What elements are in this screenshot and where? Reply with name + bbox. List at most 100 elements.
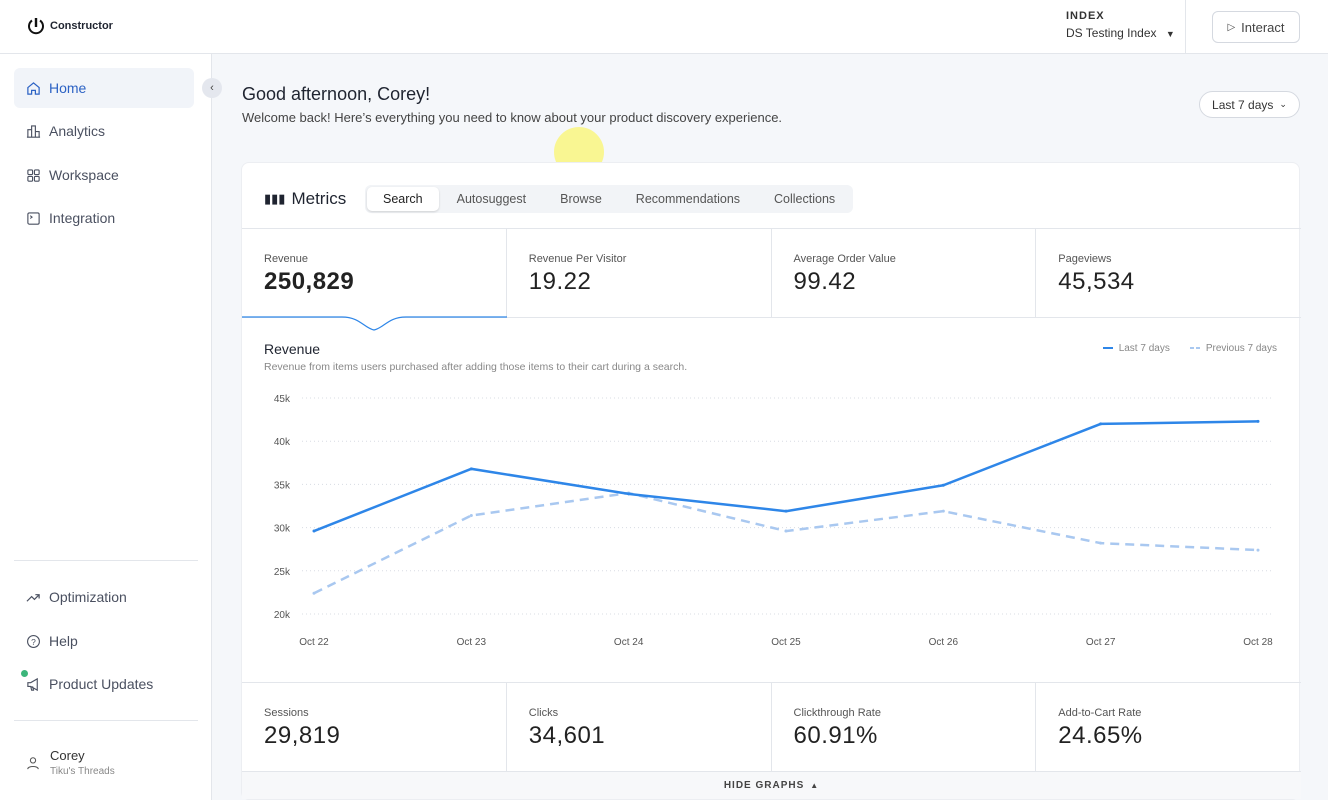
kpi-clicks[interactable]: Clicks 34,601 [507, 683, 772, 772]
sidebar-item-label: Workspace [49, 167, 119, 183]
metrics-title: Metrics [291, 189, 347, 208]
kpi-revenue[interactable]: Revenue 250,829 [242, 229, 507, 317]
kpi-value: 45,534 [1058, 268, 1135, 295]
sidebar: Home Analytics Workspace Integration Opt… [0, 54, 212, 800]
kpi-value: 24.65% [1058, 722, 1143, 749]
index-label: INDEX [1066, 10, 1105, 22]
sidebar-item-home[interactable]: Home [14, 68, 194, 108]
series-line-previous [313, 491, 1259, 595]
data-point[interactable] [941, 483, 945, 487]
kpi-pageviews[interactable]: Pageviews 45,534 [1036, 229, 1301, 317]
user-icon [27, 756, 39, 769]
divider [14, 720, 198, 721]
sidebar-item-optimization[interactable]: Optimization [14, 577, 194, 617]
y-tick-label: 40k [274, 437, 291, 448]
legend-item-previous[interactable]: Previous 7 days [1189, 343, 1277, 354]
date-range-value: Last 7 days [1212, 97, 1274, 112]
date-range-dropdown[interactable]: Last 7 days ⌄ [1199, 91, 1300, 118]
data-point[interactable] [1256, 548, 1260, 552]
data-point[interactable] [784, 529, 788, 533]
page-subtitle: Welcome back! Here’s everything you need… [242, 110, 783, 125]
sidebar-item-label: Product Updates [49, 676, 154, 692]
caret-up-icon: ▲ [810, 781, 820, 790]
index-value: DS Testing Index [1066, 26, 1157, 40]
power-logo-icon [28, 18, 44, 35]
interact-button[interactable]: ▷ Interact [1212, 11, 1300, 43]
y-tick-label: 25k [274, 567, 291, 578]
data-point[interactable] [312, 591, 316, 595]
sidebar-item-analytics[interactable]: Analytics [14, 111, 194, 151]
trend-icon [26, 593, 40, 602]
kpi-average-order-value[interactable]: Average Order Value 99.42 [772, 229, 1037, 317]
data-point[interactable] [1099, 422, 1103, 426]
data-point[interactable] [784, 509, 788, 513]
y-tick-label: 35k [274, 480, 291, 491]
user-profile[interactable]: Corey Tiku's Threads [26, 748, 115, 777]
sidebar-item-label: Help [49, 633, 78, 649]
kpi-value: 60.91% [793, 722, 878, 749]
kpi-value: 29,819 [264, 722, 341, 749]
sidebar-item-help[interactable]: ? Help [14, 621, 194, 661]
tab-browse[interactable]: Browse [560, 192, 602, 206]
hide-graphs-button[interactable]: HIDE GRAPHS ▲ [242, 771, 1301, 799]
kpi-clickthrough-rate[interactable]: Clickthrough Rate 60.91% [772, 683, 1037, 772]
x-tick-label: Oct 25 [771, 637, 801, 648]
chevron-left-icon: ‹ [210, 82, 214, 94]
x-tick-label: Oct 24 [614, 637, 644, 648]
kpi-label: Add-to-Cart Rate [1058, 707, 1142, 719]
x-tick-label: Oct 28 [1243, 637, 1273, 648]
data-point[interactable] [941, 509, 945, 513]
kpi-value: 250,829 [264, 268, 355, 295]
legend-label: Previous 7 days [1205, 343, 1277, 354]
kpi-value: 99.42 [793, 268, 857, 295]
data-point[interactable] [1099, 541, 1103, 545]
chart-legend: Last 7 days Previous 7 days [1102, 343, 1277, 354]
sidebar-item-label: Home [49, 80, 87, 96]
sidebar-item-product-updates[interactable]: Product Updates [14, 664, 194, 704]
x-tick-label: Oct 22 [299, 637, 329, 648]
legend-label: Last 7 days [1118, 343, 1170, 354]
help-icon: ? [27, 634, 40, 648]
tab-collections[interactable]: Collections [774, 192, 836, 206]
sidebar-item-workspace[interactable]: Workspace [14, 155, 194, 195]
data-point[interactable] [627, 492, 631, 496]
kpi-sessions[interactable]: Sessions 29,819 [242, 683, 507, 772]
data-point[interactable] [1256, 419, 1260, 423]
sidebar-item-integration[interactable]: Integration [14, 198, 194, 238]
collapse-sidebar-button[interactable]: ‹ [202, 78, 222, 98]
kpi-label: Average Order Value [793, 253, 896, 265]
kpi-label: Pageviews [1058, 253, 1112, 265]
kpi-label: Clickthrough Rate [793, 707, 881, 719]
logo-text: Constructor [50, 20, 113, 32]
kpi-label: Revenue [264, 253, 309, 265]
data-point[interactable] [469, 514, 473, 518]
sidebar-item-label: Analytics [49, 123, 106, 139]
divider [14, 560, 198, 561]
kpi-label: Revenue Per Visitor [528, 253, 627, 265]
kpi-add-to-cart-rate[interactable]: Add-to-Cart Rate 24.65% [1036, 683, 1301, 772]
y-tick-label: 30k [274, 524, 291, 535]
grid-icon [27, 168, 40, 182]
index-selector[interactable]: INDEX DS Testing Index ▼ [1066, 10, 1175, 40]
revenue-chart: 20k 25k 30k 35k 40k 45k Oct 22 Oct 23 Oct 24 Oct … [274, 394, 1273, 648]
interact-label: Interact [1241, 19, 1285, 35]
data-point[interactable] [312, 529, 316, 533]
chart-title: Revenue [264, 341, 321, 357]
chart-subtitle: Revenue from items users purchased after… [264, 361, 688, 373]
tab-search[interactable]: Search [367, 187, 439, 211]
tab-autosuggest[interactable]: Autosuggest [456, 192, 527, 206]
notification-dot [21, 670, 28, 677]
logo[interactable]: Constructor [26, 16, 113, 36]
kpi-row-bottom: Sessions 29,819 Clicks 34,601 Clickthrough R… [242, 682, 1301, 772]
caret-down-icon: ▼ [1165, 29, 1175, 39]
tab-recommendations[interactable]: Recommendations [635, 192, 741, 206]
terminal-icon [27, 211, 40, 225]
bar-chart-icon: ▮▮▮ [264, 191, 286, 206]
user-org: Tiku's Threads [50, 766, 115, 777]
home-icon [27, 81, 40, 95]
kpi-revenue-per-visitor[interactable]: Revenue Per Visitor 19.22 [507, 229, 772, 317]
page-title: Good afternoon, Corey! [242, 84, 431, 104]
data-point[interactable] [469, 467, 473, 471]
divider [1185, 0, 1186, 53]
legend-item-last[interactable]: Last 7 days [1102, 343, 1170, 354]
